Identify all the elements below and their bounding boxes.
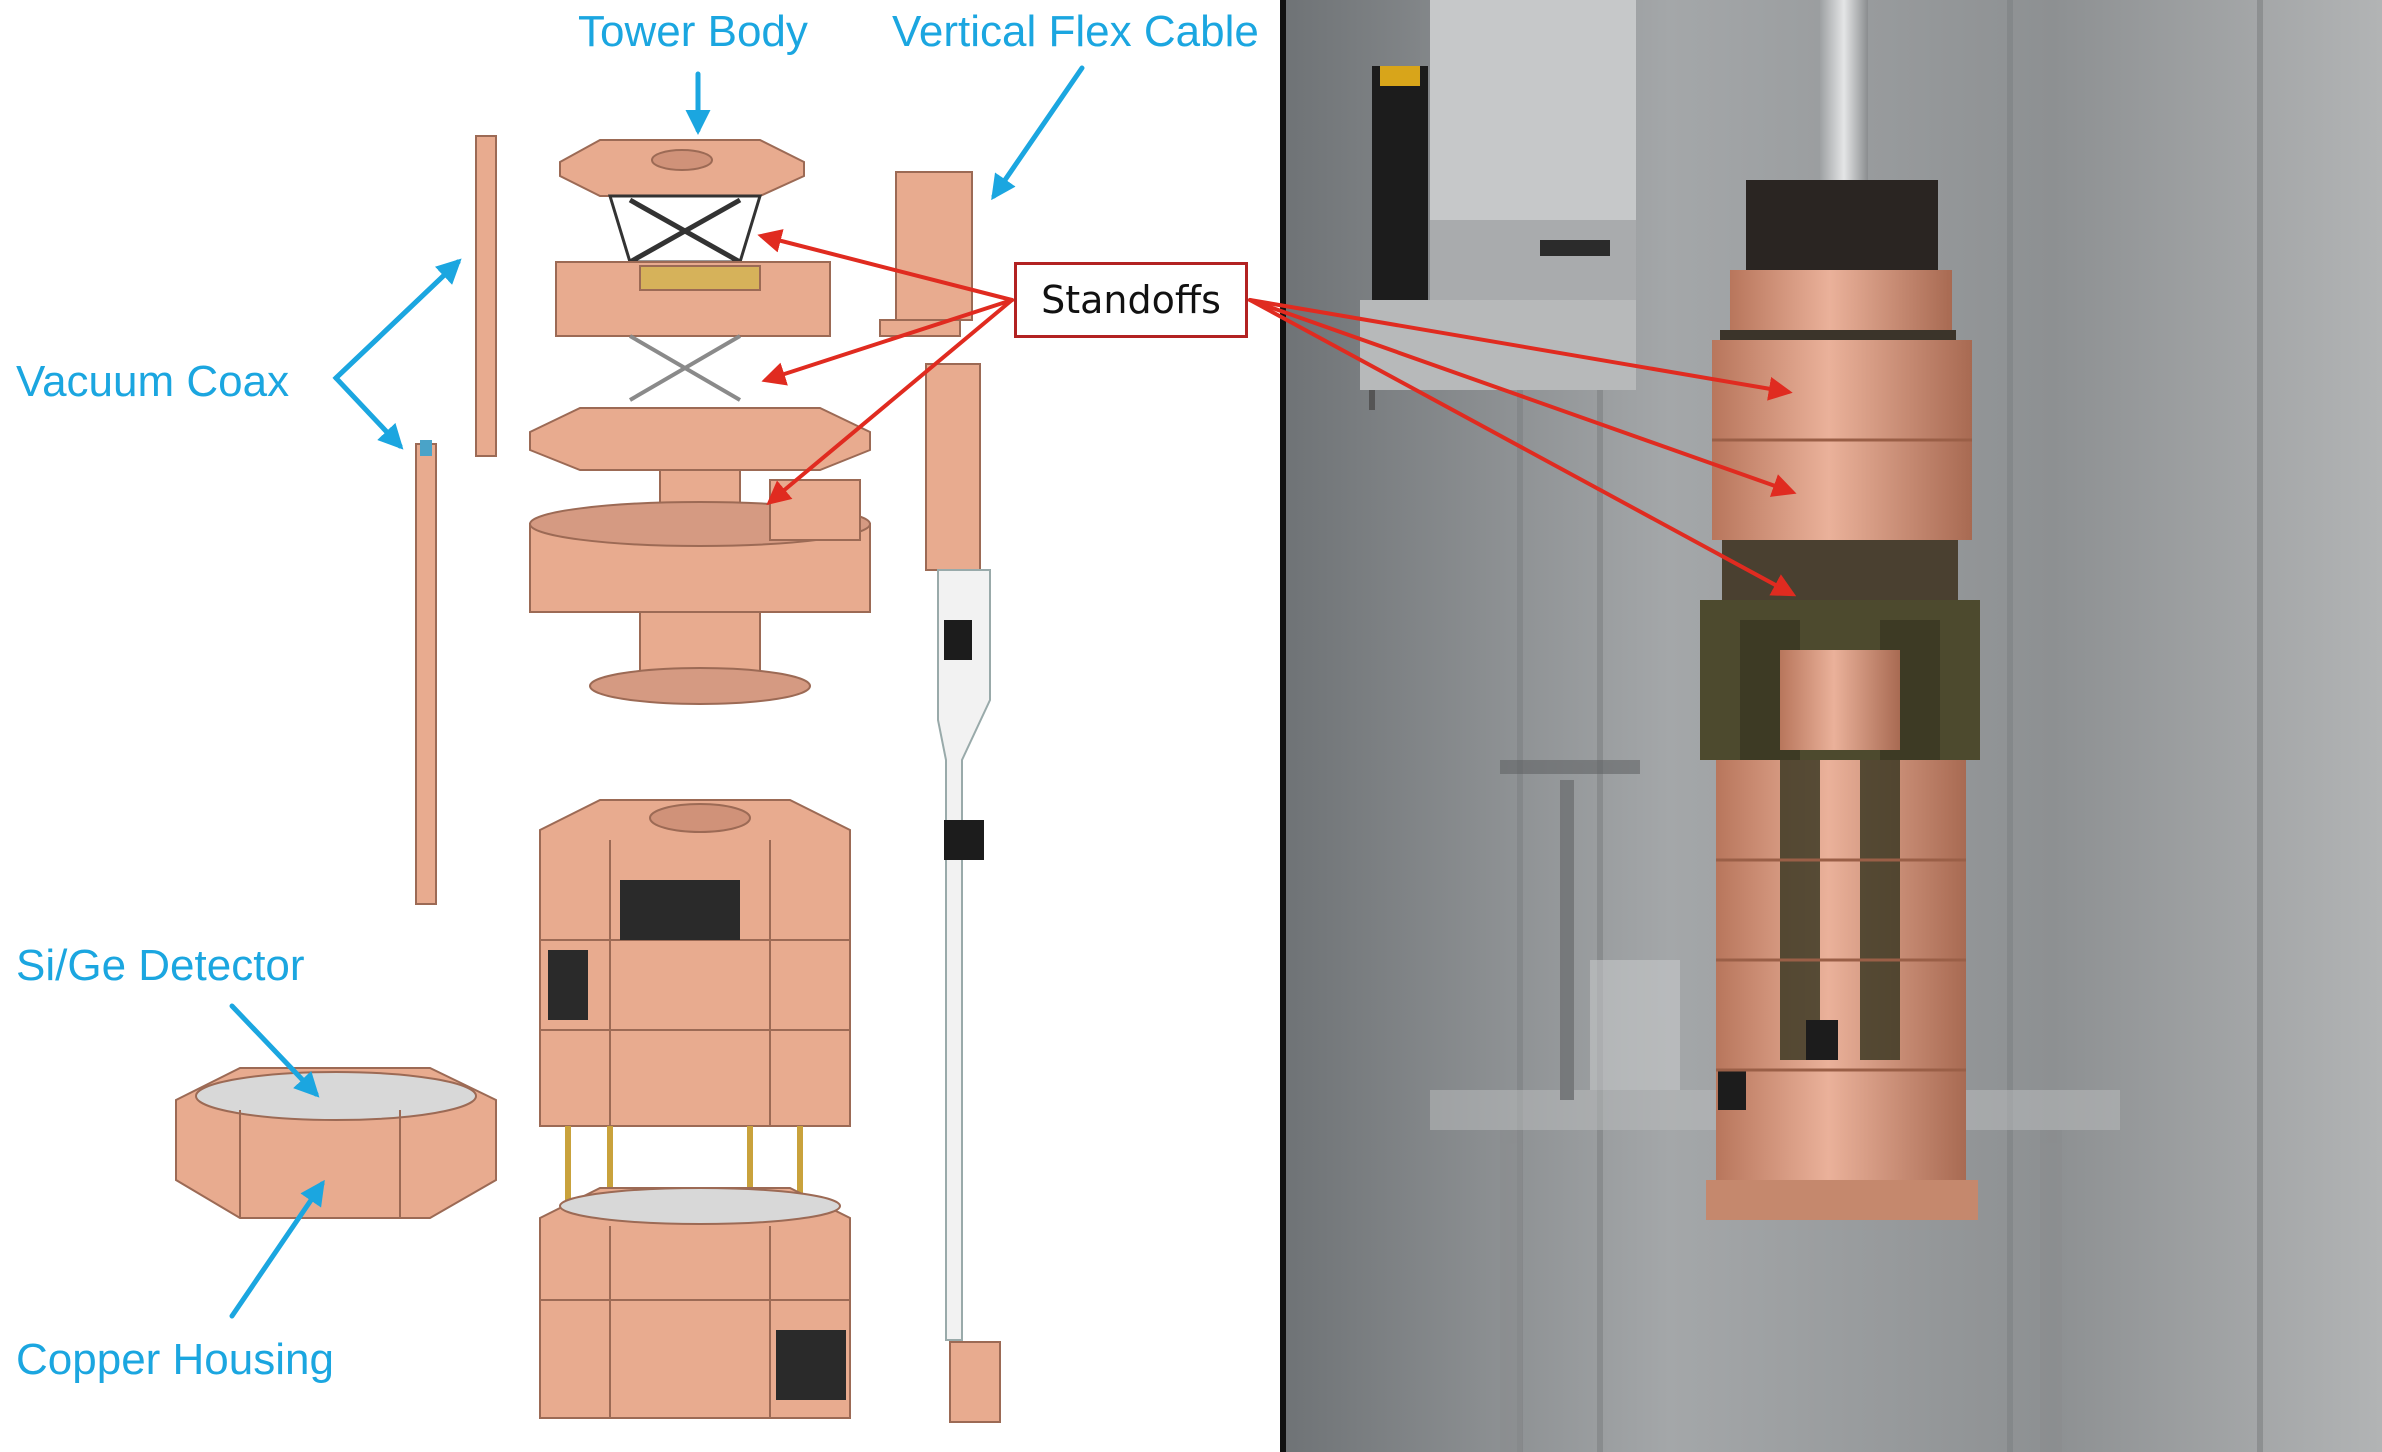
blue-leader-arrows <box>229 65 1085 1319</box>
detector-housing-cad <box>175 1067 497 1219</box>
cad-exploded-view <box>175 135 1001 1423</box>
label-copper-housing: Copper Housing <box>16 1335 334 1384</box>
vacuum-coax-upper <box>475 135 497 457</box>
label-tower-body: Tower Body <box>578 7 808 56</box>
label-vacuum-coax: Vacuum Coax <box>16 357 290 406</box>
tower-body-cad <box>529 139 871 705</box>
tower-photo <box>1700 180 1980 1220</box>
hoist-actuator <box>1360 0 1636 410</box>
standoffs-callout: Standoffs <box>1014 262 1248 338</box>
standoff-arrows <box>757 229 1797 597</box>
photo-panel <box>1286 0 2382 1452</box>
panel-divider <box>1280 0 1286 1452</box>
label-si-ge-detector: Si/Ge Detector <box>16 941 305 990</box>
vertical-flex-cable-cad <box>879 171 1001 1423</box>
label-standoffs: Standoffs <box>1041 278 1221 322</box>
label-vertical-flex-cable: Vertical Flex Cable <box>892 7 1259 56</box>
tower-housing-cad <box>539 799 851 1419</box>
vacuum-coax-lower <box>415 443 437 905</box>
support-pole <box>1820 0 1868 190</box>
